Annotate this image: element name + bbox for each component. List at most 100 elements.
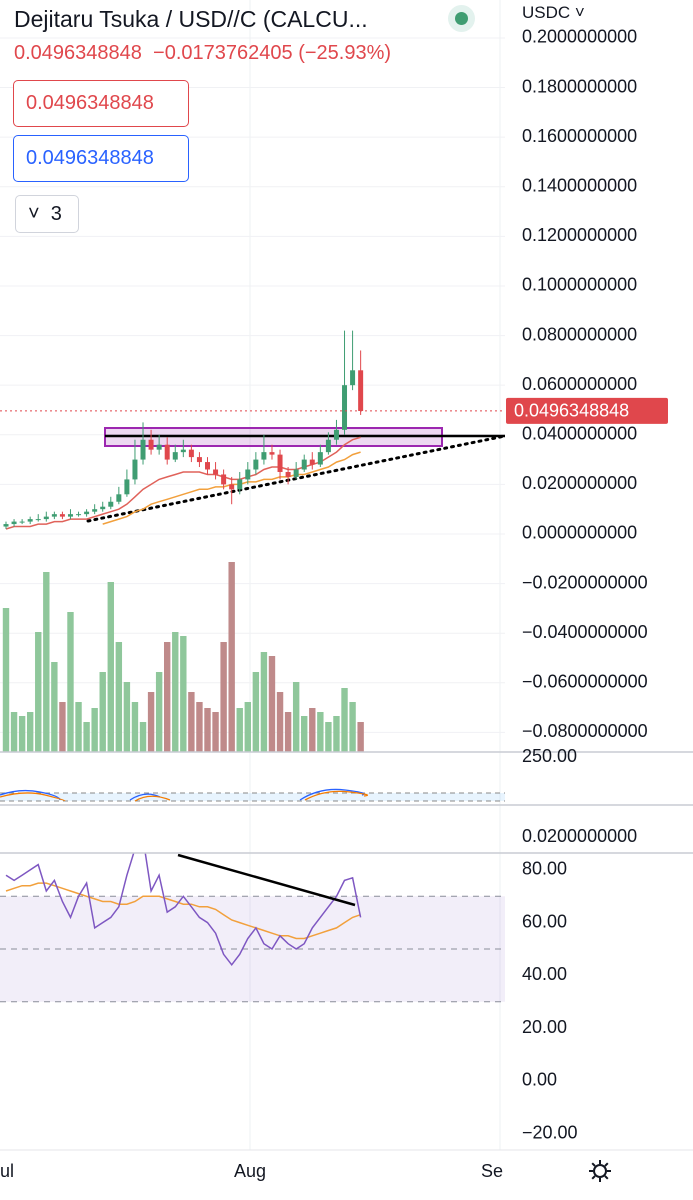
candle-body [293, 469, 299, 477]
volume-bar [236, 708, 243, 752]
volume-bar [349, 702, 356, 752]
candle-body [180, 449, 186, 453]
y-tick-label: −0.0600000000 [522, 672, 648, 692]
candle-body [148, 439, 154, 450]
candle-body [342, 385, 348, 430]
candle-body [116, 494, 122, 502]
candle-body [156, 444, 162, 450]
volume-bar [309, 708, 316, 752]
volume-bar [252, 672, 260, 752]
volume-bar [276, 692, 284, 752]
rsi-tick-label: 0.00 [522, 1070, 557, 1090]
candle-body [196, 457, 202, 463]
candle-body [27, 519, 33, 522]
candle-body [350, 370, 356, 386]
indicators-toggle[interactable]: ˅ 3 [15, 195, 79, 233]
volume-bar [341, 688, 348, 752]
candle-body [67, 514, 73, 517]
volume-bar [268, 656, 276, 752]
volume-bar [139, 722, 147, 752]
volume-bar [83, 722, 90, 752]
volume-bar [317, 712, 324, 752]
y-tick-label: −0.0200000000 [522, 572, 648, 592]
volume-bar [115, 642, 123, 752]
volume-bar [188, 692, 195, 752]
buy-button[interactable]: 0.0496348848 [13, 135, 189, 182]
candle-body [35, 519, 41, 521]
candle-body [140, 439, 146, 460]
candle-body [59, 514, 65, 517]
volume-bar [99, 672, 106, 752]
volume-bar [244, 702, 251, 752]
change: −0.0173762405 [153, 42, 293, 64]
y-tick-label: 0.1400000000 [522, 176, 637, 196]
candle-body [92, 509, 98, 512]
divergence-line [177, 853, 356, 907]
volume-bar [260, 652, 268, 752]
volume-bar [164, 642, 171, 752]
y-tick-label: −0.0800000000 [522, 721, 648, 741]
rsi-line [5, 853, 362, 967]
candle-body [19, 521, 25, 523]
x-tick-label: Se [481, 1161, 503, 1181]
ma-fast [5, 436, 361, 530]
volume-bar [147, 692, 155, 752]
currency: USDC [522, 3, 571, 22]
x-tick-label: Aug [234, 1161, 266, 1181]
y-tick-label: 0.0200000000 [522, 473, 637, 493]
volume-bar [67, 612, 74, 752]
candle-body [301, 459, 307, 470]
buy-price: 0.0496348848 [26, 147, 154, 169]
sell-price: 0.0496348848 [26, 92, 154, 114]
rsi-tick-label: 60.00 [522, 911, 567, 931]
candle-body [205, 462, 210, 470]
rsi-ma [5, 882, 361, 940]
volume-bar [357, 722, 364, 752]
candle-body [213, 469, 219, 475]
candle-body [358, 370, 364, 411]
x-tick-label: ul [0, 1161, 14, 1181]
volume-bar [155, 672, 163, 752]
volume-bar [333, 716, 340, 752]
volume-bar [59, 702, 66, 752]
rsi-tick-label: 40.00 [522, 964, 567, 984]
candle-body [221, 474, 227, 485]
indicators-count: 3 [50, 202, 62, 225]
candle-body [229, 484, 235, 490]
y-tick-label: 0.1600000000 [522, 126, 637, 146]
volume-bar [301, 716, 308, 752]
candle-body [245, 469, 251, 480]
price: 0.0496348848 [14, 42, 142, 64]
y-tick-label: 0.0000000000 [522, 523, 637, 543]
volume-bar [204, 708, 211, 752]
volume-bar [196, 702, 203, 752]
candle-body [84, 511, 90, 515]
symbol-title[interactable]: Dejitaru Tsuka / USD//C (CALCU... [14, 6, 368, 32]
rsi-tick-label: 80.00 [522, 859, 567, 879]
volume-bar [43, 572, 50, 752]
candle-body [317, 452, 323, 465]
volume-bar [35, 632, 42, 752]
osc-band [0, 793, 505, 801]
volume-bar [123, 682, 131, 752]
volume-bar [91, 708, 98, 752]
y-tick-label: 0.1000000000 [522, 275, 637, 295]
candle-body [309, 459, 315, 465]
candle-body [76, 514, 82, 516]
rsi-tick-label: 20.00 [522, 1017, 567, 1037]
volume-bar [26, 712, 34, 752]
candle-body [11, 521, 17, 525]
candle-body [285, 471, 291, 477]
volume-bar [10, 712, 18, 752]
y-tick-label: 0.0400000000 [522, 424, 637, 444]
osc-signal [0, 790, 368, 802]
y-tick-label: 0.1800000000 [522, 76, 637, 96]
candle-body [3, 524, 9, 527]
y-tick-label: 0.0600000000 [522, 374, 637, 394]
currency-menu[interactable]: USDC ˅ [522, 3, 585, 22]
candle-body [325, 439, 331, 453]
candle-body [124, 479, 130, 495]
sell-button[interactable]: 0.0496348848 [13, 80, 189, 127]
settings-icon[interactable] [589, 1160, 611, 1182]
